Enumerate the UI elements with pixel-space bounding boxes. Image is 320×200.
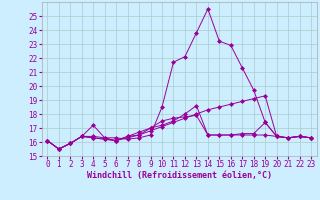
X-axis label: Windchill (Refroidissement éolien,°C): Windchill (Refroidissement éolien,°C) [87,171,272,180]
